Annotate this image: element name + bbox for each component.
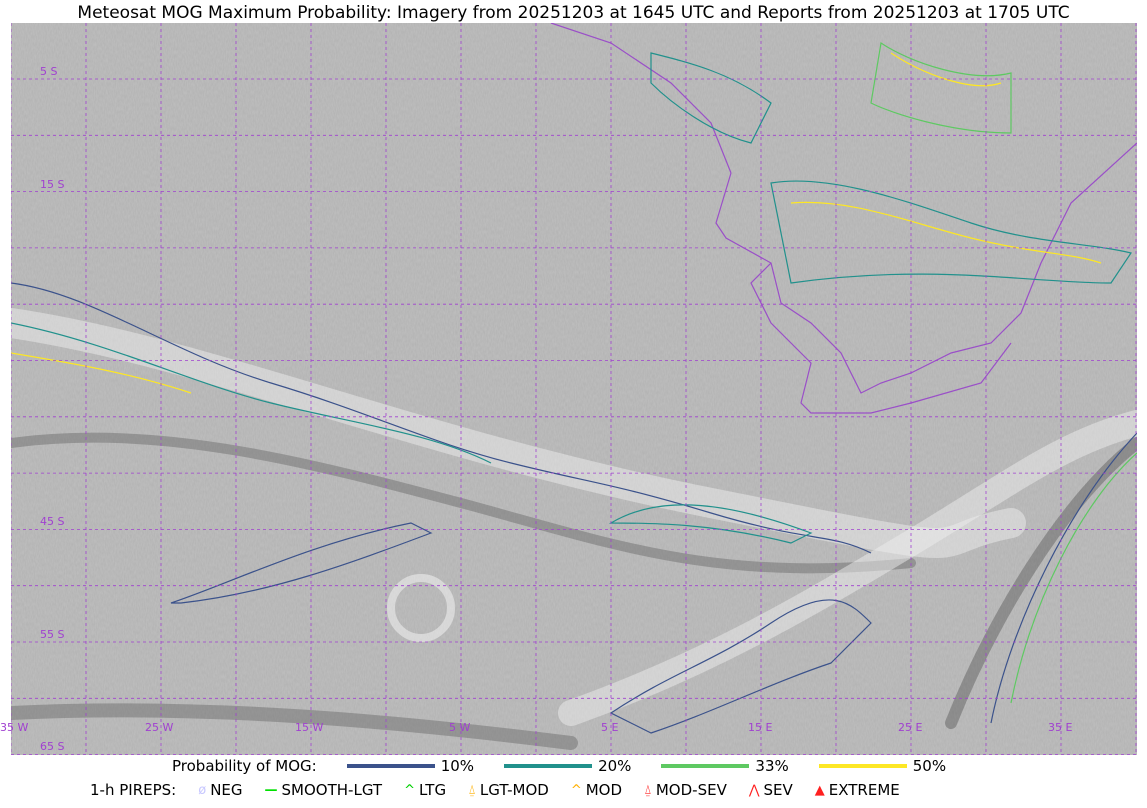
coastline xyxy=(550,22,1138,414)
swatch-10 xyxy=(346,764,435,768)
pirep-label: EXTREME xyxy=(828,781,900,799)
swatch-20 xyxy=(504,764,593,768)
caret-icon: ^ xyxy=(570,782,582,798)
lat-lon-grid xyxy=(10,23,1137,755)
cloud-bands xyxy=(0,308,1147,750)
map-title: Meteosat MOG Maximum Probability: Imager… xyxy=(77,3,1070,23)
lat-label: 55 S xyxy=(40,628,65,641)
double-caret-bar-icon: ⍙ xyxy=(644,782,652,798)
pirep-label: LGT-MOD xyxy=(479,781,549,799)
slashed-circle-icon: ø xyxy=(198,782,207,798)
mog-level-label: 33% xyxy=(755,757,789,775)
pirep-legend-title: 1-h PIREPS: xyxy=(90,781,177,799)
caret-bar-icon: ⍙ xyxy=(468,782,476,798)
dash-icon: — xyxy=(264,782,278,798)
lat-label: 5 S xyxy=(40,65,58,78)
mog-legend-title: Probability of MOG: xyxy=(172,757,317,775)
mog-contours xyxy=(10,41,1138,734)
lon-label: 25 E xyxy=(898,721,923,734)
lat-label: 45 S xyxy=(40,515,65,528)
lon-label: 15 W xyxy=(295,721,324,734)
lat-label: 65 S xyxy=(40,740,65,753)
swatch-50 xyxy=(818,764,907,768)
mog-level-label: 50% xyxy=(912,757,947,775)
mog-level-label: 10% xyxy=(440,757,475,775)
pirep-legend: 1-h PIREPS: ø NEG — SMOOTH-LGT ^ LTG ⍙ LGT-M… xyxy=(0,781,1147,799)
mog-level-label: 20% xyxy=(598,757,632,775)
lon-label: 25 W xyxy=(145,721,174,734)
satellite-map: 35 W 25 W 15 W 5 W 5 E 15 E 25 E 35 E 5 … xyxy=(0,22,1147,755)
swatch-33 xyxy=(661,764,750,768)
imagery xyxy=(0,22,1147,755)
lon-label: 35 E xyxy=(1048,721,1073,734)
lon-label: 15 E xyxy=(748,721,773,734)
double-caret-icon: ⋀ xyxy=(748,782,760,798)
lon-label: 35 W xyxy=(0,721,29,734)
filled-triangle-icon: ▲ xyxy=(814,782,825,798)
pirep-label: NEG xyxy=(210,781,243,799)
lon-label: 5 E xyxy=(601,721,619,734)
caret-icon: ^ xyxy=(404,782,415,798)
pirep-label: MOD xyxy=(585,781,623,799)
pirep-label: LTG xyxy=(418,781,447,799)
pirep-label: SEV xyxy=(763,781,793,799)
mog-legend: Probability of MOG: 10% 20% 33% 50% xyxy=(0,757,1147,775)
lon-label: 5 W xyxy=(449,721,471,734)
pirep-label: SMOOTH-LGT xyxy=(281,781,383,799)
lat-label: 15 S xyxy=(40,178,65,191)
pirep-label: MOD-SEV xyxy=(655,781,727,799)
